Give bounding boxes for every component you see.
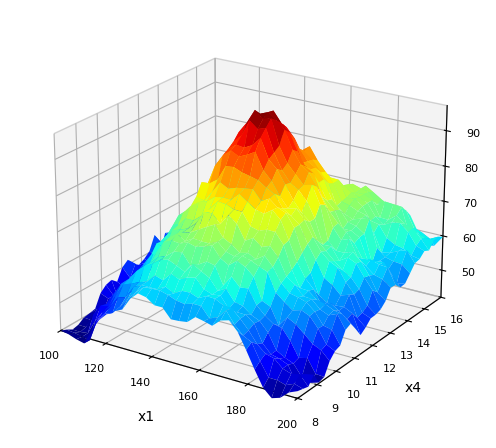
- X-axis label: x1: x1: [138, 410, 155, 424]
- Y-axis label: x4: x4: [404, 381, 421, 396]
